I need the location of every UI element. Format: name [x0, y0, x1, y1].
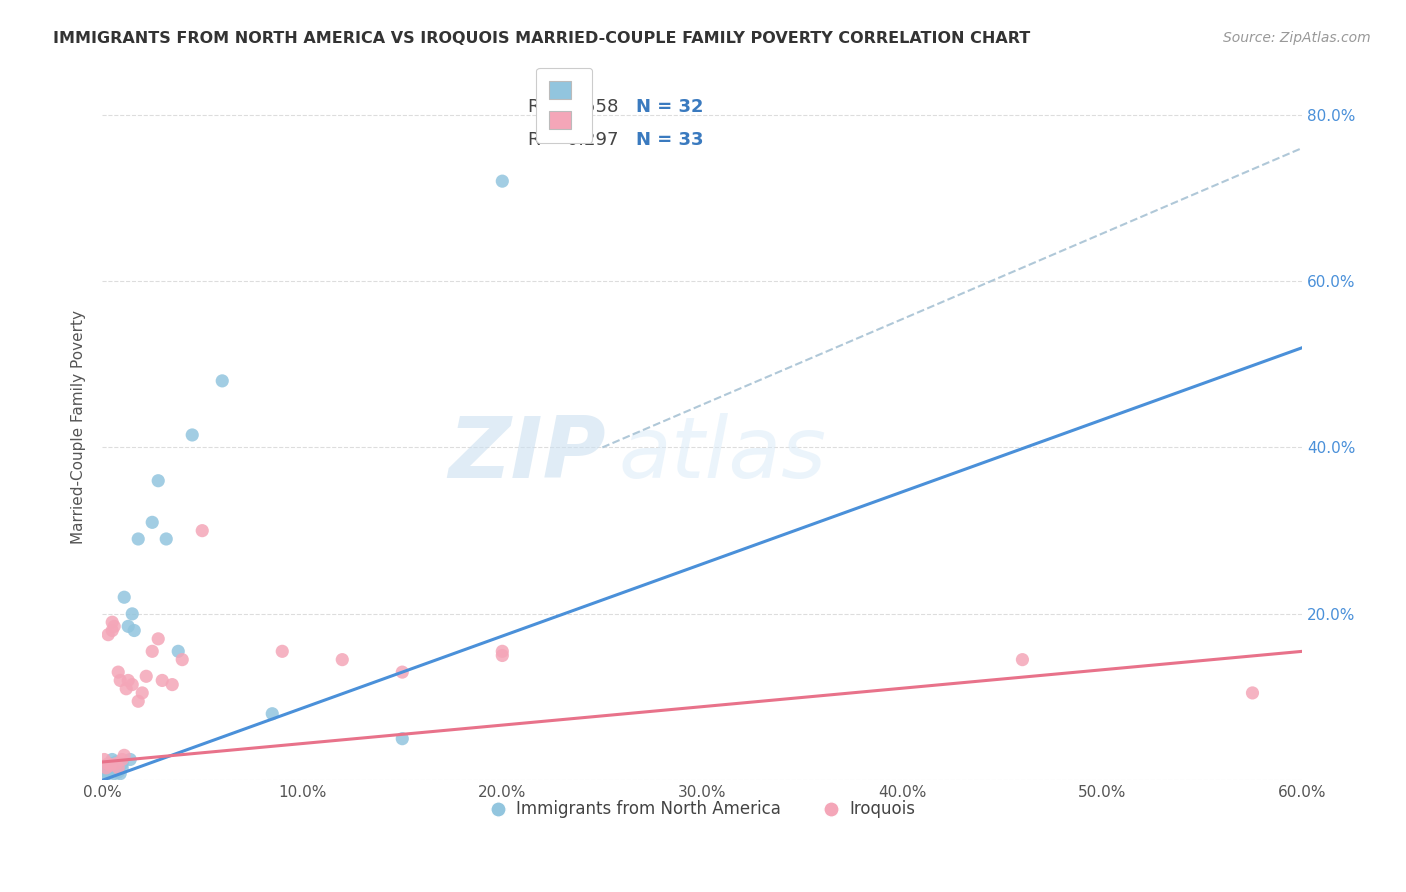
- Point: [103, 619, 125, 633]
- Point: [110, 673, 132, 688]
- Point: [98, 764, 121, 779]
- Point: [111, 761, 134, 775]
- Point: [93, 769, 115, 783]
- Point: [111, 756, 134, 771]
- Point: [330, 653, 353, 667]
- Point: [271, 644, 294, 658]
- Point: [101, 764, 124, 778]
- Point: [141, 516, 163, 530]
- Point: [97, 761, 120, 775]
- Point: [98, 758, 121, 772]
- Point: [127, 532, 149, 546]
- Point: [111, 752, 134, 766]
- Point: [391, 731, 413, 746]
- Point: [491, 644, 513, 658]
- Point: [107, 665, 129, 679]
- Point: [127, 694, 149, 708]
- Point: [98, 756, 121, 771]
- Point: [121, 677, 143, 691]
- Point: [135, 669, 157, 683]
- Point: [211, 374, 233, 388]
- Point: [131, 686, 153, 700]
- Legend: Immigrants from North America, Iroquois: Immigrants from North America, Iroquois: [482, 794, 922, 825]
- Point: [103, 758, 125, 772]
- Point: [107, 764, 129, 779]
- Point: [1011, 653, 1033, 667]
- Point: [117, 619, 139, 633]
- Point: [112, 748, 135, 763]
- Point: [1241, 686, 1264, 700]
- Text: Source: ZipAtlas.com: Source: ZipAtlas.com: [1223, 31, 1371, 45]
- Text: ZIP: ZIP: [449, 413, 606, 497]
- Text: IMMIGRANTS FROM NORTH AMERICA VS IROQUOIS MARRIED-COUPLE FAMILY POVERTY CORRELAT: IMMIGRANTS FROM NORTH AMERICA VS IROQUOI…: [53, 31, 1031, 46]
- Point: [172, 653, 194, 667]
- Point: [96, 764, 118, 779]
- Point: [141, 644, 163, 658]
- Point: [148, 474, 170, 488]
- Point: [120, 752, 142, 766]
- Point: [96, 761, 118, 775]
- Point: [112, 591, 135, 605]
- Point: [101, 624, 124, 638]
- Point: [103, 766, 125, 780]
- Point: [97, 756, 120, 771]
- Text: R = 0.558: R = 0.558: [529, 98, 619, 116]
- Point: [105, 756, 128, 771]
- Point: [101, 615, 124, 630]
- Point: [181, 428, 204, 442]
- Text: N = 33: N = 33: [637, 131, 704, 149]
- Point: [121, 607, 143, 621]
- Point: [93, 752, 115, 766]
- Y-axis label: Married-Couple Family Poverty: Married-Couple Family Poverty: [72, 310, 86, 543]
- Point: [148, 632, 170, 646]
- Point: [97, 628, 120, 642]
- Point: [96, 758, 118, 772]
- Point: [105, 761, 128, 775]
- Point: [122, 624, 145, 638]
- Text: R = 0.297: R = 0.297: [529, 131, 619, 149]
- Point: [191, 524, 214, 538]
- Point: [105, 755, 128, 769]
- Point: [491, 174, 513, 188]
- Point: [110, 766, 132, 780]
- Point: [101, 752, 124, 766]
- Point: [491, 648, 513, 663]
- Point: [167, 644, 190, 658]
- Point: [117, 673, 139, 688]
- Point: [262, 706, 284, 721]
- Point: [150, 673, 173, 688]
- Point: [115, 681, 138, 696]
- Text: atlas: atlas: [619, 413, 827, 497]
- Point: [97, 766, 120, 780]
- Point: [160, 677, 183, 691]
- Text: N = 32: N = 32: [637, 98, 704, 116]
- Point: [107, 761, 129, 775]
- Point: [391, 665, 413, 679]
- Point: [155, 532, 177, 546]
